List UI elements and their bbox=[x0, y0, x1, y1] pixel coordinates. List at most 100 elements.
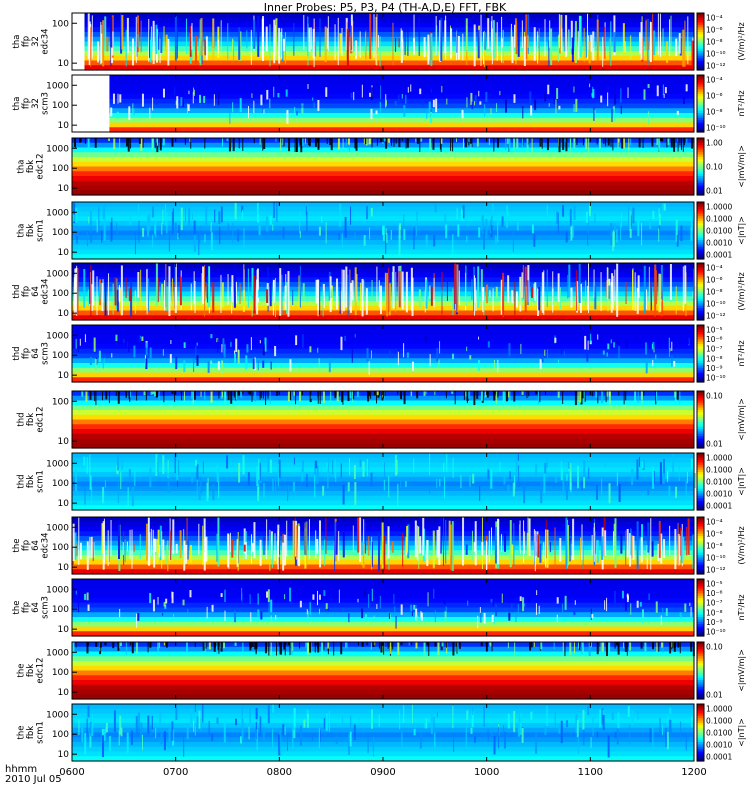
panel-ylabel: theffp64edc34 bbox=[12, 532, 51, 558]
y-tick-label: 10 bbox=[58, 309, 70, 319]
colorbar-tick-label: 0.1000 bbox=[706, 717, 732, 726]
spectrogram-streaks bbox=[72, 202, 695, 256]
colorbar-tick-label: 10⁻¹⁰ bbox=[706, 299, 726, 308]
colorbar-tick-label: 1.0000 bbox=[706, 203, 732, 212]
colorbar-tick-label: 10⁻⁵ bbox=[706, 580, 723, 589]
time-tick-label: 0800 bbox=[267, 767, 292, 778]
colorbar-tick-label: 10⁻⁸ bbox=[706, 107, 723, 116]
colorbar-tick-label: 10⁻⁴ bbox=[706, 518, 723, 527]
colorbar-tick-label: 0.0010 bbox=[706, 740, 732, 749]
y-tick-label: 100 bbox=[52, 397, 69, 407]
colorbar-tick-label: 10⁻⁸ bbox=[706, 608, 723, 617]
panel-4: 1000 100 10 thafbkscm1 1.0000 0.1000 0.0100 0.0… bbox=[17, 201, 746, 260]
panel-ylabel: thefbkscm1 bbox=[17, 721, 46, 744]
colorbar-tick-label: 0.10 bbox=[706, 643, 723, 652]
spectrogram-streaks bbox=[72, 704, 693, 758]
spectrogram-streaks bbox=[75, 587, 692, 629]
colorbar-tick-label: 0.1000 bbox=[706, 466, 732, 475]
colorbar: 1.0000 0.1000 0.0100 0.0010 0.0001 <|nT|> bbox=[696, 201, 746, 260]
spectrogram-streaks bbox=[81, 391, 681, 406]
colorbar-tick-label: 10⁻¹⁰ bbox=[706, 123, 726, 132]
y-tick-label: 10 bbox=[58, 563, 70, 573]
panel-1: 100 10 thaffp32edc34 10⁻⁴ 10⁻⁶ 10⁻⁸ 10⁻¹⁰ 10⁻¹²… bbox=[12, 12, 746, 71]
colorbar-label: nT²/Hz bbox=[737, 90, 746, 116]
colorbar-tick-label: 10⁻⁵ bbox=[706, 326, 723, 335]
panel-ylabel: thefbkedc12 bbox=[17, 657, 46, 683]
y-tick-label: 10 bbox=[58, 121, 70, 131]
spectrogram-streaks bbox=[72, 517, 694, 572]
figure-title: Inner Probes: P5, P3, P4 (TH-A,D,E) FFT,… bbox=[264, 1, 507, 14]
panel-ylabel: thaffp32edc34 bbox=[12, 28, 51, 54]
colorbar: 10⁻⁴ 10⁻⁶ 10⁻⁸ 10⁻¹⁰ 10⁻¹² (V/m)²/Hz bbox=[696, 12, 746, 71]
colorbar-tick-label: 1.0000 bbox=[706, 454, 732, 463]
time-tick-label: 1200 bbox=[681, 767, 706, 778]
y-tick-label: 10 bbox=[58, 59, 70, 69]
y-tick-label: 100 bbox=[52, 605, 69, 615]
y-tick-label: 100 bbox=[52, 668, 69, 678]
colorbar-label: nT²/Hz bbox=[737, 594, 746, 620]
colorbar-tick-label: 10⁻⁴ bbox=[706, 264, 723, 273]
panel-2: 1000 100 10 thaffp32scm3 10⁻⁴ 10⁻⁶ 10⁻⁸ 10⁻¹⁰ nT… bbox=[12, 74, 746, 133]
colorbar-label: <|mV/m|> bbox=[737, 649, 746, 692]
colorbar-tick-label: 0.0100 bbox=[706, 227, 732, 236]
time-axis-label-hhmm: hhmm bbox=[5, 764, 37, 775]
panel-12: 1000 100 10 thefbkscm1 1.0000 0.1000 0.0100 0.0… bbox=[17, 703, 746, 762]
panel-3: 1000 100 10 thafbkedc12 1.00 0.10 0.01 <|mV/m|> bbox=[17, 137, 746, 196]
y-tick-label: 100 bbox=[52, 479, 69, 489]
panel-ylabel: thdfbkedc12 bbox=[17, 406, 46, 432]
panel-7: 100 10 thdfbkedc12 0.10 0.01 <|mV/m|> bbox=[17, 390, 746, 449]
y-tick-label: 1000 bbox=[46, 710, 69, 720]
colorbar-label: <|mV/m|> bbox=[737, 398, 746, 441]
y-tick-label: 1000 bbox=[46, 331, 69, 341]
time-axis-label-date: 2010 Jul 05 bbox=[5, 774, 62, 785]
colorbar-label: (V/m)²/Hz bbox=[737, 526, 746, 564]
time-tick-label: 0600 bbox=[59, 767, 84, 778]
colorbar: 10⁻⁴ 10⁻⁶ 10⁻⁸ 10⁻¹⁰ nT²/Hz bbox=[696, 74, 746, 133]
y-tick-label: 10 bbox=[58, 688, 70, 698]
colorbar-tick-label: 0.10 bbox=[706, 163, 723, 172]
panel-11: 1000 100 10 thefbkedc12 0.10 0.01 <|mV/m|> bbox=[17, 641, 746, 700]
colorbar-tick-label: 10⁻⁸ bbox=[706, 38, 723, 47]
colorbar-tick-label: 10⁻⁶ bbox=[706, 92, 723, 101]
colorbar-tick-label: 0.0001 bbox=[706, 250, 732, 259]
colorbar-tick-label: 0.0010 bbox=[706, 238, 732, 247]
colorbar-tick-label: 10⁻⁹ bbox=[706, 364, 723, 373]
y-tick-label: 10 bbox=[58, 371, 70, 381]
y-tick-label: 10 bbox=[58, 184, 70, 194]
time-axis: hhmm 2010 Jul 05 0600 0700 0800 0900 1000 110… bbox=[5, 764, 707, 785]
colorbar-tick-label: 10⁻¹² bbox=[706, 565, 726, 574]
colorbar-label: (V/m)²/Hz bbox=[737, 22, 746, 60]
y-tick-label: 1000 bbox=[46, 144, 69, 154]
colorbar-tick-label: 10⁻⁸ bbox=[706, 354, 723, 363]
y-tick-label: 10 bbox=[58, 499, 70, 509]
colorbar-tick-label: 10⁻⁸ bbox=[706, 288, 723, 297]
y-tick-label: 1000 bbox=[46, 81, 69, 91]
colorbar-tick-label: 10⁻⁶ bbox=[706, 589, 723, 598]
panel-8: 1000 100 10 thdfbkscm1 1.0000 0.1000 0.0100 0.0… bbox=[17, 452, 746, 511]
y-tick-label: 10 bbox=[58, 248, 70, 258]
y-tick-label: 100 bbox=[52, 351, 69, 361]
y-tick-label: 1000 bbox=[46, 269, 69, 279]
colorbar-tick-label: 1.0000 bbox=[706, 705, 732, 714]
colorbar-tick-label: 0.01 bbox=[706, 439, 723, 448]
panel-ylabel: thafbkedc12 bbox=[17, 153, 46, 179]
colorbar-label: <|nT|> bbox=[737, 216, 746, 245]
colorbar-tick-label: 0.01 bbox=[706, 690, 723, 699]
spectrogram-image bbox=[109, 75, 694, 133]
colorbar-tick-label: 0.0010 bbox=[706, 489, 732, 498]
colorbar-label: <|nT|> bbox=[737, 467, 746, 496]
panel-ylabel: thdffp64scm3 bbox=[12, 342, 51, 365]
y-tick-label: 100 bbox=[52, 289, 69, 299]
y-tick-label: 1000 bbox=[46, 648, 69, 658]
spectrogram-streaks bbox=[75, 333, 690, 375]
y-tick-label: 10 bbox=[58, 750, 70, 760]
colorbar-tick-label: 0.1000 bbox=[706, 215, 732, 224]
y-tick-label: 1000 bbox=[46, 585, 69, 595]
colorbar-tick-label: 0.0001 bbox=[706, 501, 732, 510]
colorbar: 1.0000 0.1000 0.0100 0.0010 0.0001 <|nT|> bbox=[696, 703, 746, 762]
panel-ylabel: theffp64scm3 bbox=[12, 596, 51, 619]
colorbar-tick-label: 10⁻¹⁰ bbox=[706, 373, 726, 382]
y-tick-label: 100 bbox=[52, 228, 69, 238]
colorbar: 10⁻⁴ 10⁻⁶ 10⁻⁸ 10⁻¹⁰ 10⁻¹² (V/m)²/Hz bbox=[696, 516, 746, 575]
y-tick-label: 100 bbox=[52, 164, 69, 174]
